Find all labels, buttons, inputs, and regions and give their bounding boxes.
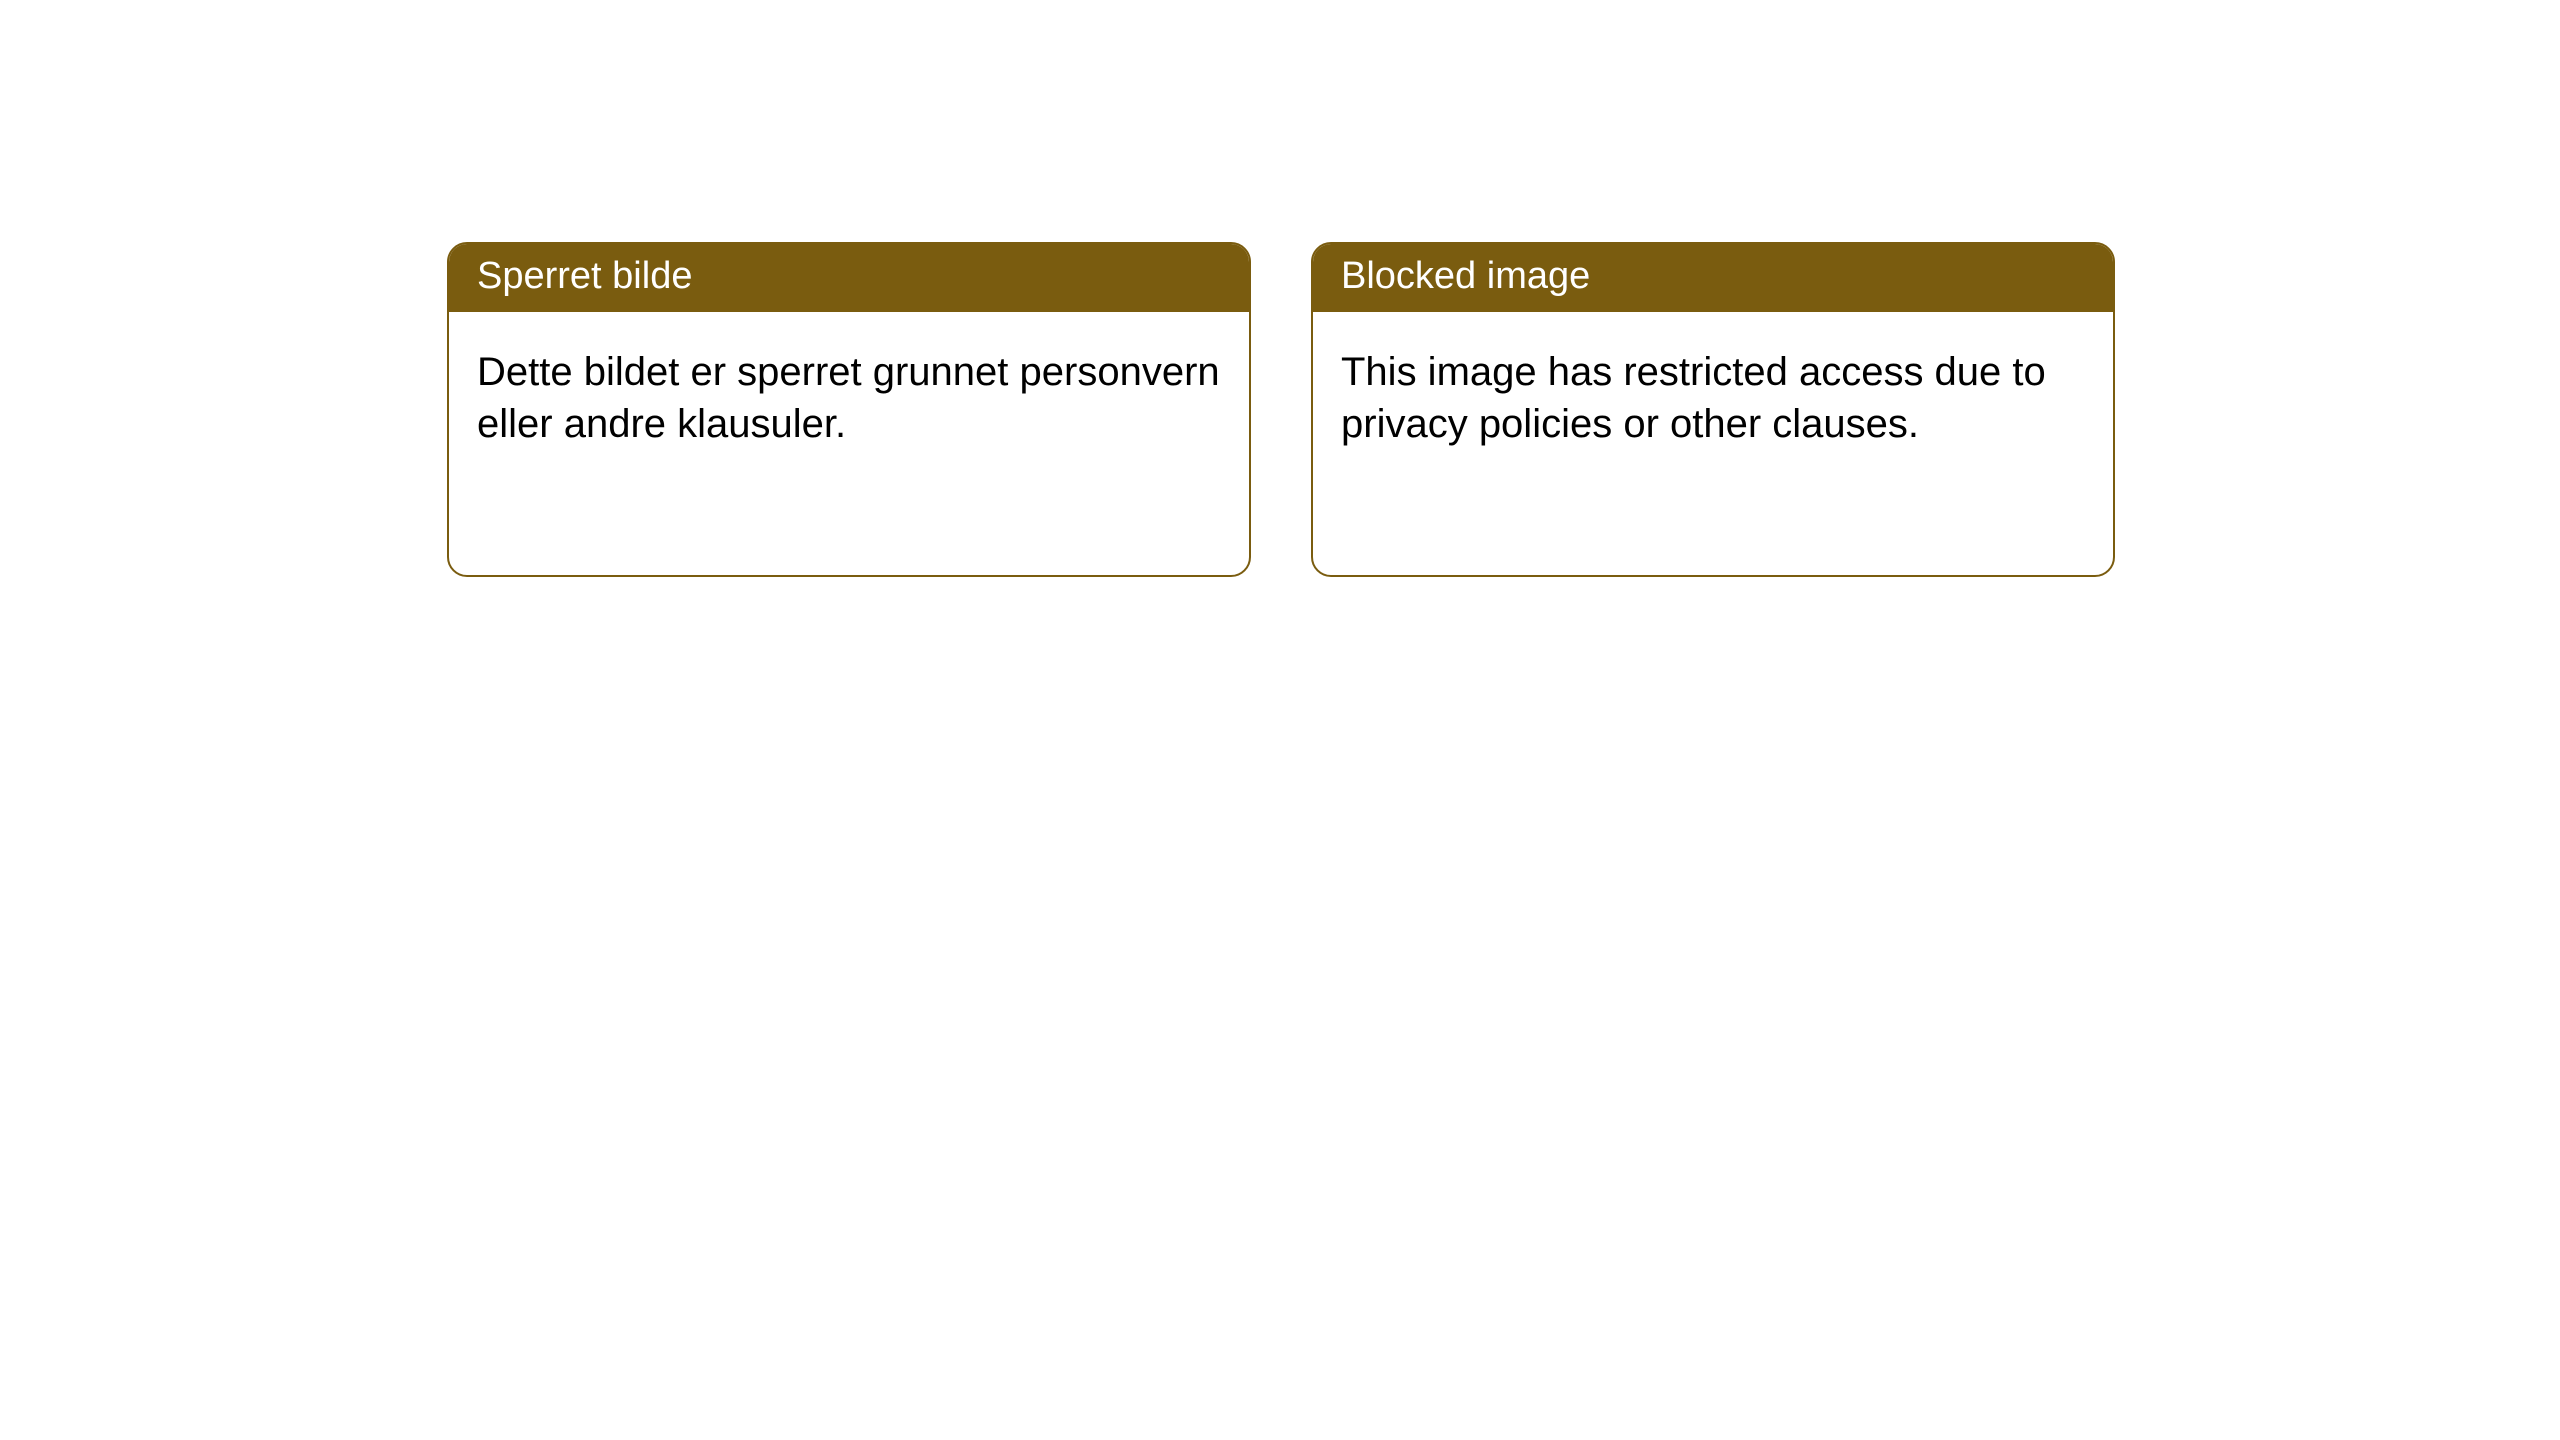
notice-container: Sperret bilde Dette bildet er sperret gr… [0,0,2560,577]
notice-title-norwegian: Sperret bilde [449,244,1249,312]
notice-card-english: Blocked image This image has restricted … [1311,242,2115,577]
notice-message-norwegian: Dette bildet er sperret grunnet personve… [449,312,1249,484]
notice-title-english: Blocked image [1313,244,2113,312]
notice-message-english: This image has restricted access due to … [1313,312,2113,484]
notice-card-norwegian: Sperret bilde Dette bildet er sperret gr… [447,242,1251,577]
